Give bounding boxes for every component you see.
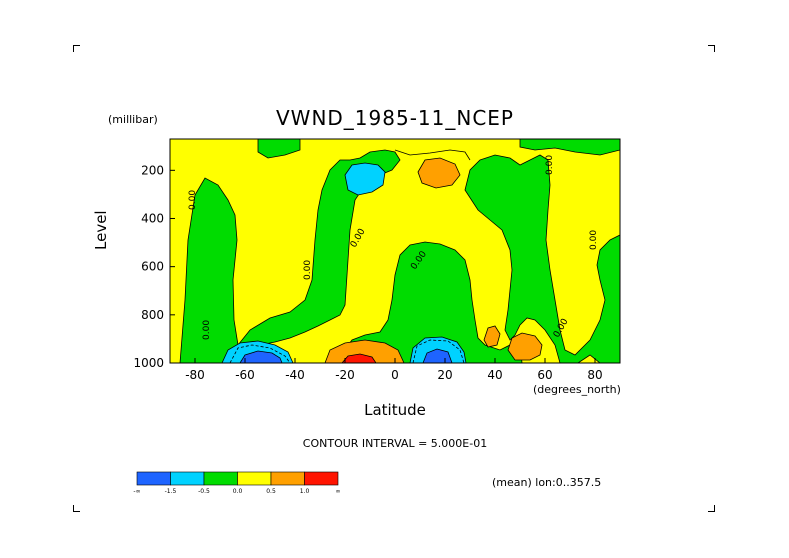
contour-label: 0.00 <box>545 155 555 175</box>
corner-mark-top-left <box>73 45 80 52</box>
green-band-top-strip <box>257 139 301 159</box>
colorbar-label: 0.5 <box>266 488 276 495</box>
x-tick-label: 80 <box>587 368 602 382</box>
y-tick-label: 200 <box>141 163 164 177</box>
colorbar-swatch <box>170 471 205 486</box>
corner-mark-top-right <box>708 45 715 52</box>
colorbar-label: 0.0 <box>233 488 243 495</box>
x-axis-units: (degrees_north) <box>533 383 621 396</box>
y-axis-ticks: 200 400 600 800 1000 <box>133 163 175 370</box>
plot-area: 0.00 0.00 0.00 0.00 0.00 0.00 0.00 0.00 <box>170 139 620 363</box>
corner-mark-bottom-left <box>73 505 80 512</box>
contour-label: 0.00 <box>202 320 212 340</box>
x-tick-label: -20 <box>335 368 355 382</box>
green-band-southern-high-latitude <box>179 149 401 363</box>
blue-region-southern-lowlevel <box>239 350 283 363</box>
x-tick-label: -40 <box>285 368 305 382</box>
chart-title: VWND_1985-11_NCEP <box>275 106 514 130</box>
contour-label: 0.00 <box>589 230 599 250</box>
x-axis-ticks: -80 -60 -40 -20 0 20 40 60 80 <box>185 358 603 382</box>
y-tick-label: 400 <box>141 211 164 225</box>
y-axis-units: (millibar) <box>108 113 158 126</box>
colorbar-label: 1.0 <box>300 488 310 495</box>
orange-region-northern-lowlevel <box>507 332 543 361</box>
contour-label: 0.00 <box>303 260 313 280</box>
colorbar-swatch <box>270 471 305 486</box>
colorbar-swatch <box>136 471 171 486</box>
orange-region-upper-tropics <box>417 157 461 189</box>
x-tick-label: 0 <box>391 368 399 382</box>
contour-interval-note: CONTOUR INTERVAL = 5.000E-01 <box>302 437 488 450</box>
colorbar-label: -1.5 <box>165 488 177 495</box>
colorbar-legend: -∞ -1.5 -0.5 0.0 0.5 1.0 ∞ <box>133 471 341 495</box>
colorbar-swatch <box>237 471 272 486</box>
contour-line-northern-dashed <box>412 339 465 363</box>
cyan-region-upper-tropics <box>344 162 386 196</box>
colorbar-label: -0.5 <box>198 488 210 495</box>
colorbar-label: -∞ <box>133 488 140 495</box>
colorbar-label: ∞ <box>336 488 341 495</box>
x-tick-label: 40 <box>487 368 502 382</box>
green-band-top-right <box>519 139 620 156</box>
x-tick-label: 60 <box>537 368 552 382</box>
corner-mark-bottom-right <box>708 505 715 512</box>
x-tick-label: -60 <box>235 368 255 382</box>
mean-longitude-note: (mean) lon:0..357.5 <box>492 476 602 489</box>
x-axis-label: Latitude <box>364 401 426 419</box>
colorbar-swatch <box>304 471 339 486</box>
contour-line-upper-outline <box>394 149 471 161</box>
green-band-northern-midlatitude <box>464 154 620 363</box>
contour-line-southern-dashed <box>229 344 291 363</box>
y-tick-label: 1000 <box>133 356 164 370</box>
orange-region-southern-lowlevel <box>324 339 405 363</box>
x-tick-label: 20 <box>437 368 452 382</box>
red-region-southern-lowlevel <box>341 353 377 363</box>
y-tick-label: 600 <box>141 260 164 274</box>
orange-region-equatorial-small <box>483 325 501 348</box>
x-tick-label: -80 <box>185 368 205 382</box>
y-tick-label: 800 <box>141 308 164 322</box>
colorbar-swatch <box>203 471 238 486</box>
contour-label: 0.00 <box>188 190 198 210</box>
